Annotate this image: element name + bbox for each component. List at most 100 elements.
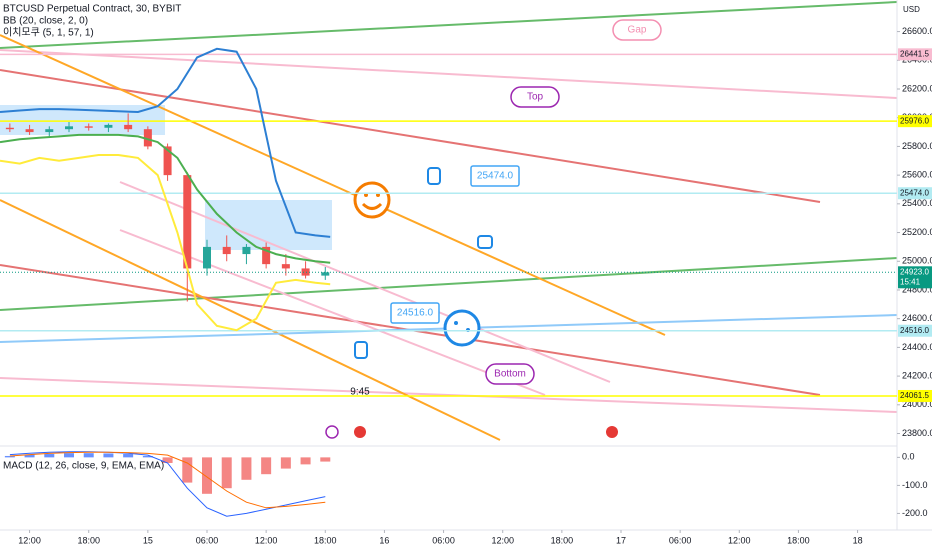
x-tick-label: 17: [616, 535, 626, 545]
candle-body: [321, 272, 330, 276]
countdown-label: 15:41: [900, 277, 921, 286]
histogram-bar: [261, 457, 272, 475]
level-tag: [898, 324, 932, 337]
y-tick-label: 24800.0: [902, 284, 932, 294]
histogram-bar: [280, 457, 291, 469]
hand-icon: [477, 235, 493, 249]
y-tick-label: 25800.0: [902, 141, 932, 151]
histogram-bar: [162, 457, 173, 463]
macd-line: [9, 451, 326, 509]
hand-icon: [427, 167, 441, 185]
smiley-eye: [364, 193, 368, 197]
candle-body: [242, 246, 251, 255]
histogram-bar: [64, 453, 74, 458]
annotation: 9:45: [350, 387, 370, 398]
x-tick-label: 18: [853, 535, 863, 545]
candle-body: [143, 129, 152, 147]
histogram-bar: [24, 454, 35, 458]
y-tick-label: 25400.0: [902, 198, 932, 208]
trend-line: [0, 1, 898, 49]
y-tick-label: 25000.0: [902, 256, 932, 266]
last-price-tag: [898, 266, 932, 289]
y-tick-label: 25200.0: [902, 227, 932, 237]
level-label: 24061.5: [900, 391, 929, 400]
legend-indicator: BB (20, close, 2, 0): [3, 16, 88, 27]
level-tag: [898, 48, 932, 61]
indicator-line: [0, 154, 331, 332]
candle-body: [281, 264, 290, 269]
event-icon: [606, 426, 618, 438]
level-label: 24516.0: [900, 326, 929, 335]
histogram-bar: [182, 457, 193, 483]
histogram-bar: [142, 455, 153, 458]
candle-body: [163, 146, 172, 176]
candle-body: [203, 246, 211, 269]
y-tick-label: 25600.0: [902, 170, 932, 180]
x-tick-label: 06:00: [669, 535, 692, 545]
annotation: Bottom: [494, 369, 526, 380]
histogram-bar: [123, 454, 134, 458]
trend-line: [0, 69, 821, 203]
candle-body: [25, 129, 34, 133]
candle-body: [124, 124, 133, 130]
level-label: 25474.0: [900, 188, 929, 197]
histogram-bar: [320, 457, 331, 462]
candle-body: [262, 246, 271, 265]
x-tick-label: 06:00: [196, 535, 219, 545]
level-tag: [898, 115, 932, 128]
annotation: Top: [527, 92, 544, 103]
candle-body: [65, 126, 73, 130]
x-tick-label: 12:00: [255, 535, 278, 545]
x-tick-label: 18:00: [77, 535, 100, 545]
x-tick-label: 18:00: [551, 535, 574, 545]
x-tick-label: 12:00: [491, 535, 514, 545]
y-tick-label: 26200.0: [902, 83, 932, 93]
y-tick-label: -100.0: [902, 480, 928, 490]
face-icon: [443, 309, 481, 347]
y-tick-label: 0.0: [902, 452, 915, 462]
event-icon: [354, 426, 366, 438]
x-tick-label: 18:00: [787, 535, 810, 545]
y-tick-label: 24600.0: [902, 313, 932, 323]
level-tag: [898, 187, 932, 200]
unit-label: USD: [903, 5, 920, 14]
callout: [510, 86, 560, 108]
face-eye: [454, 321, 458, 325]
smiley-icon: [353, 181, 391, 219]
y-tick-label: 24200.0: [902, 370, 932, 380]
trend-line: [0, 377, 898, 413]
x-tick-label: 12:00: [728, 535, 751, 545]
candle-body: [222, 246, 231, 255]
hand-icon: [354, 341, 368, 359]
indicator-line: [0, 133, 331, 264]
histogram-bar: [44, 454, 55, 458]
candle-body: [301, 268, 310, 276]
annotation: 24516.0: [397, 308, 434, 319]
trend-line: [0, 199, 501, 441]
x-tick-label: 12:00: [18, 535, 41, 545]
callout: [612, 19, 662, 41]
candle-body: [5, 127, 14, 130]
y-tick-label: 24000.0: [902, 399, 932, 409]
histogram-bar: [221, 457, 232, 489]
callout: [390, 302, 440, 324]
x-tick-label: 18:00: [314, 535, 337, 545]
indicator-line: [0, 47, 331, 238]
smiley-eye: [376, 193, 380, 197]
histogram-bar: [241, 457, 252, 480]
trend-line: [0, 257, 898, 311]
x-tick-label: 16: [379, 535, 389, 545]
y-tick-label: 23800.0: [902, 428, 932, 438]
level-tag: [898, 389, 932, 402]
level-label: 26441.5: [900, 49, 929, 58]
candle-body: [183, 175, 192, 269]
price-axis: 23800.0 24000.0 24200.0 24400.0 24600.0 24800…: [897, 26, 932, 518]
legend-title: BTCUSD Perpetual Contract, 30, BYBIT: [3, 4, 181, 15]
legend-indicator: 이치모쿠 (5, 1, 57, 1): [3, 27, 94, 39]
histogram-bar: [300, 457, 311, 465]
candle-body: [84, 126, 93, 128]
y-tick-label: -200.0: [902, 508, 928, 518]
trend-line: [0, 49, 898, 99]
x-tick-label: 15: [143, 535, 153, 545]
